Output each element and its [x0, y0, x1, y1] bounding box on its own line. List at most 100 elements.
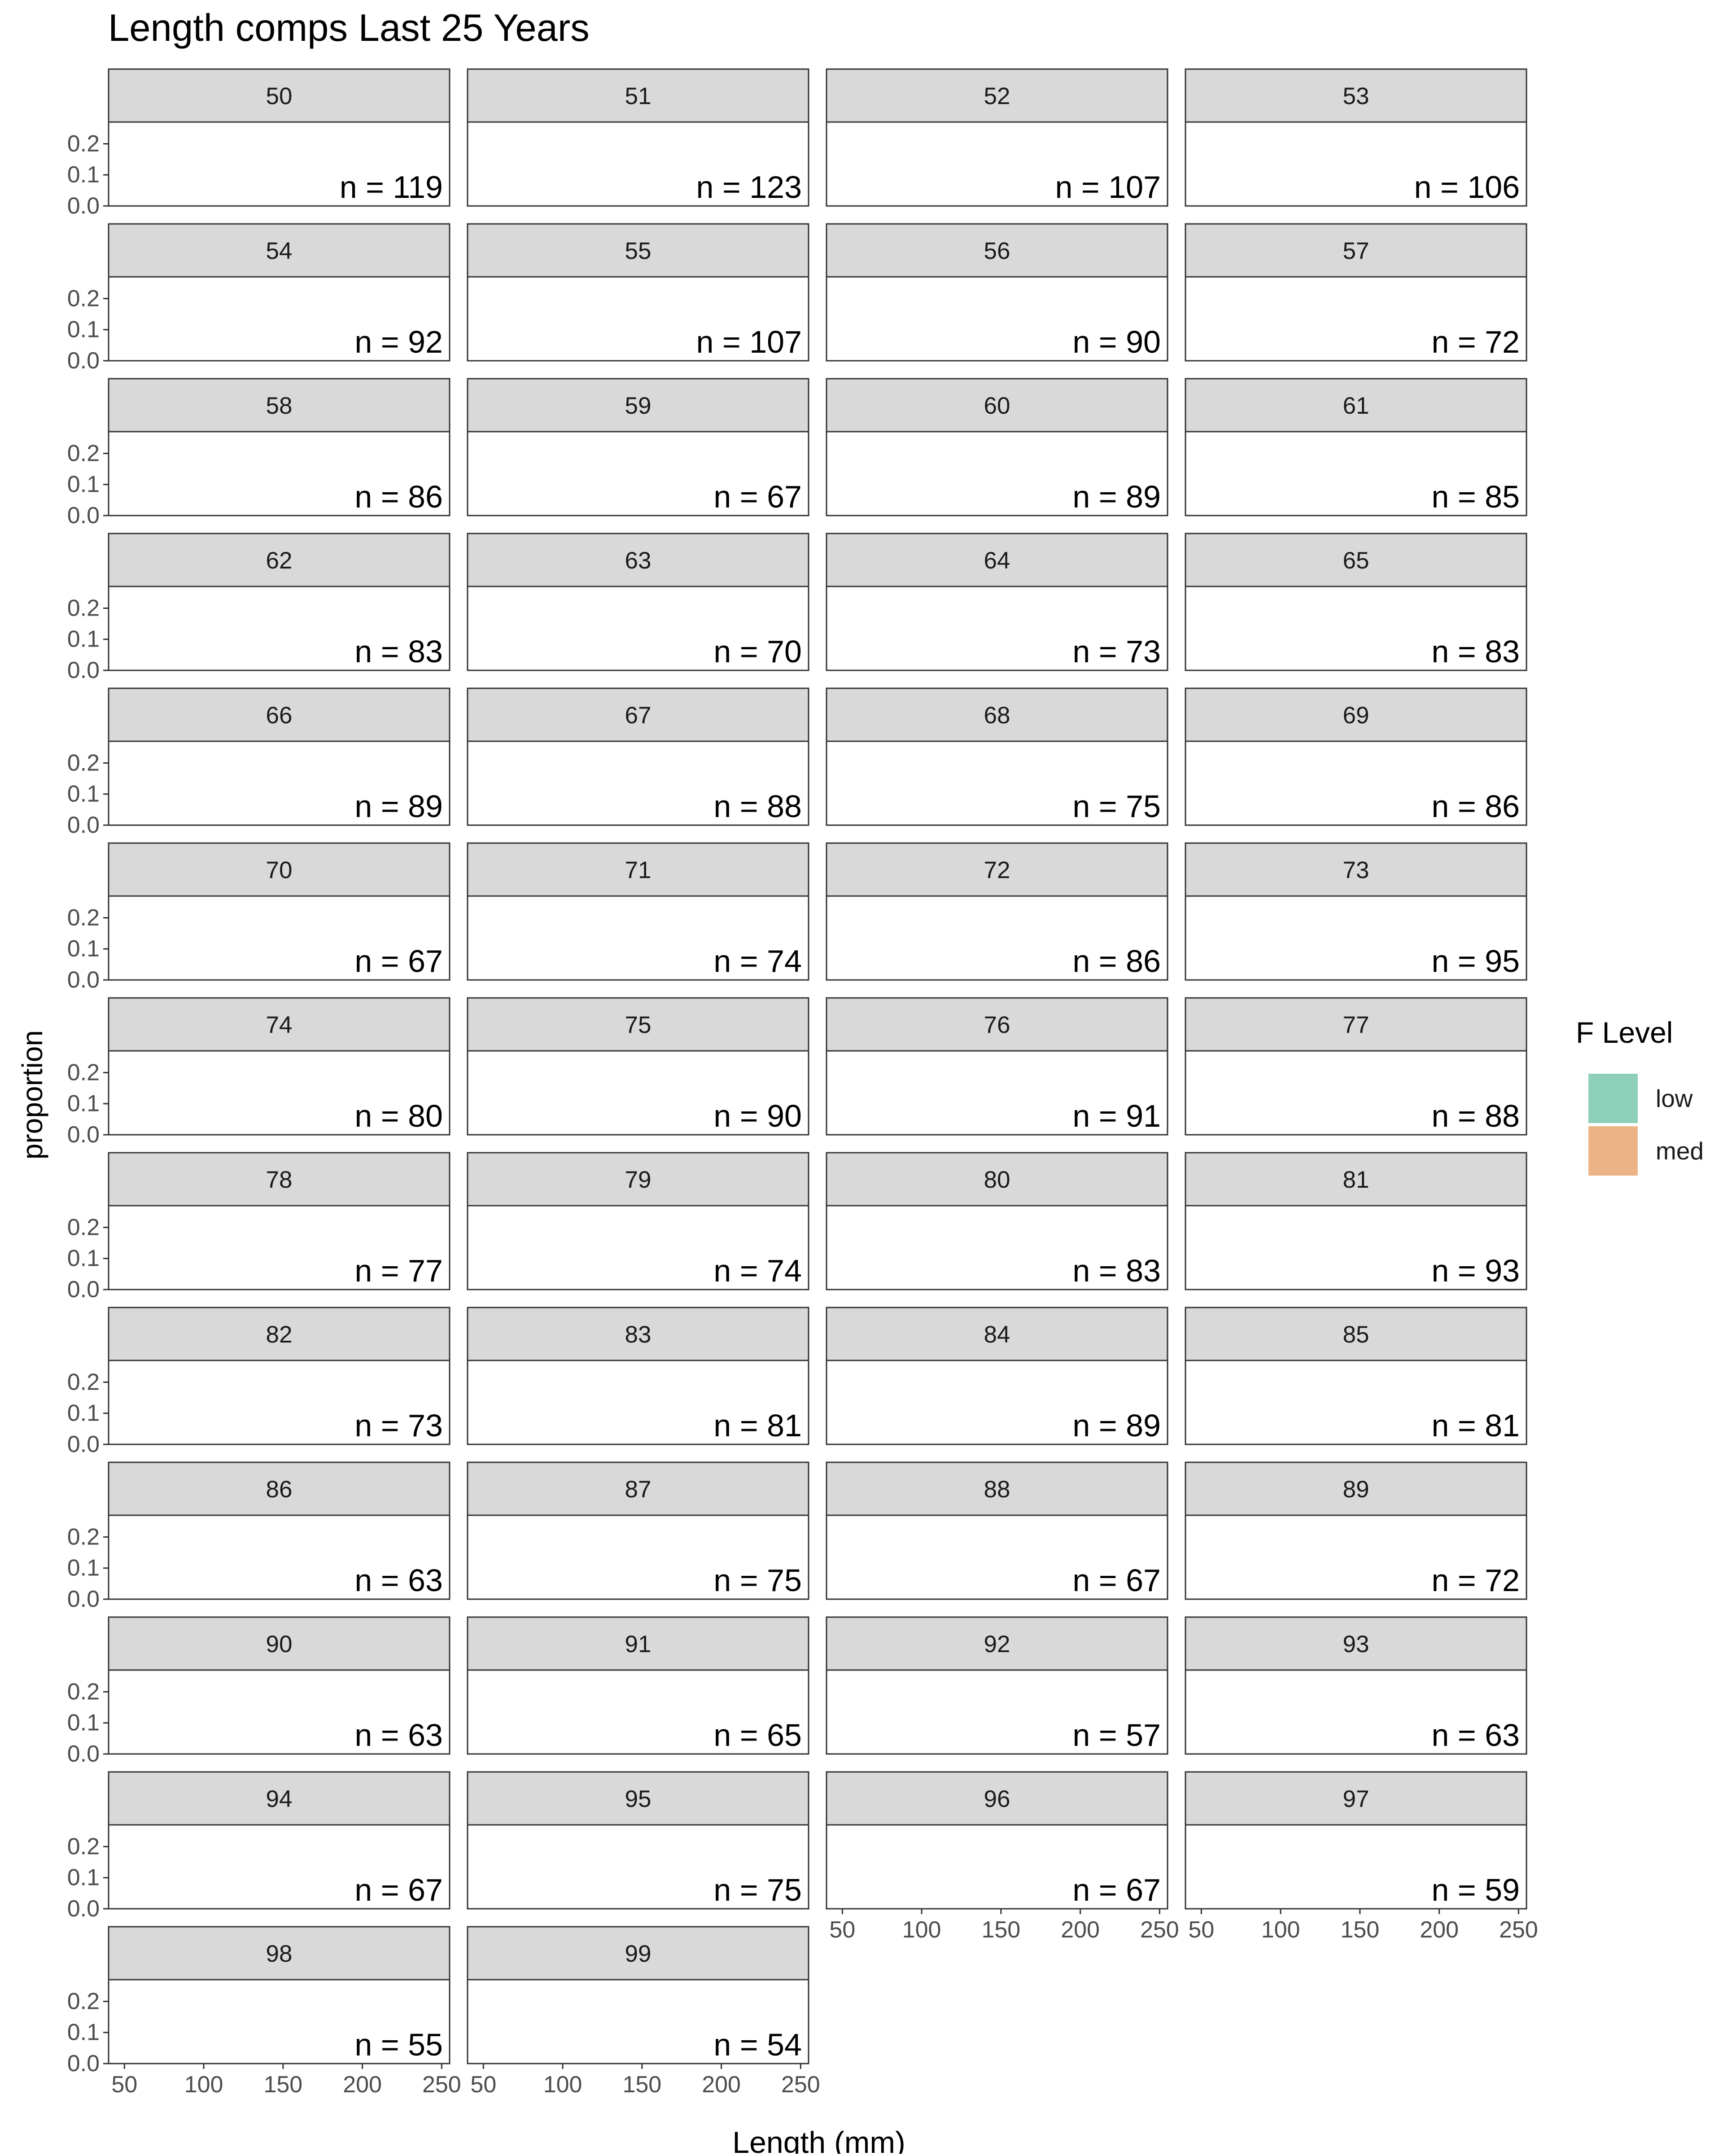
- x-tick-label: 250: [1140, 1917, 1179, 1943]
- facet-strip-label: 77: [1343, 1012, 1369, 1038]
- facet-plot-area: [467, 1824, 809, 1910]
- facet-strip-label: 73: [1343, 857, 1369, 883]
- facet-plot-area: [826, 1669, 1168, 1755]
- x-tick-label: 100: [1261, 1917, 1300, 1943]
- facet-panel: 53 n = 106: [1185, 68, 1527, 207]
- y-axis-title: proportion: [16, 1030, 48, 1159]
- facet-n-label: n = 83: [1072, 1253, 1161, 1288]
- y-tick-label: 0.0: [67, 1896, 100, 1922]
- y-tick-label: 0.1: [67, 1246, 100, 1272]
- facet-n-label: n = 67: [354, 1872, 443, 1907]
- facet-plot-area: [108, 1205, 450, 1290]
- y-tick-label: 0.1: [67, 936, 100, 962]
- facet-plot-area: [826, 1205, 1168, 1290]
- facet-plot-area: [108, 740, 450, 826]
- y-tick-label: 0.0: [67, 1431, 100, 1457]
- facet-n-label: n = 74: [713, 1253, 802, 1288]
- facet-plot-area: [1185, 121, 1527, 207]
- facet-strip: [467, 687, 809, 742]
- facet-strip-label: 87: [625, 1476, 652, 1503]
- facet-plot-area: [1185, 1205, 1527, 1290]
- y-tick-label: 0.2: [67, 1679, 100, 1705]
- facet-plot-area: [467, 431, 809, 516]
- facet-plot-area: [826, 431, 1168, 516]
- legend-key-swatch: [1588, 1074, 1638, 1123]
- facet-panel: 55 n = 107: [467, 223, 809, 362]
- facet-strip: [108, 223, 450, 278]
- facet-strip: [1185, 1771, 1527, 1826]
- facet-strip-label: 79: [625, 1167, 652, 1193]
- y-tick-label: 0.2: [67, 905, 100, 931]
- facet-n-label: n = 86: [1072, 944, 1161, 979]
- facet-n-label: n = 123: [696, 170, 802, 205]
- y-tick-label: 0.0: [67, 1122, 100, 1148]
- y-tick-label: 0.0: [67, 503, 100, 529]
- y-tick-label: 0.0: [67, 657, 100, 683]
- facet-strip-label: 59: [625, 393, 652, 419]
- facet-panel: 80 n = 83: [826, 1152, 1168, 1290]
- facet-plot-area: [108, 276, 450, 362]
- facet-strip-label: 93: [1343, 1631, 1369, 1657]
- facet-panel: 52 n = 107: [826, 68, 1168, 207]
- facet-panels: 50 n = 119 0.0 0.1 0.2 51 n = 123 52 n = 107 53 n …: [67, 68, 1538, 2098]
- y-tick-label: 0.2: [67, 1988, 100, 2014]
- facet-strip: [826, 533, 1168, 587]
- facet-strip-label: 55: [625, 238, 652, 264]
- x-tick-label: 50: [829, 1917, 855, 1943]
- facet-plot-area: [826, 1360, 1168, 1445]
- facet-plot-area: [467, 895, 809, 981]
- facet-strip: [108, 1307, 450, 1361]
- facet-plot-area: [467, 121, 809, 207]
- x-tick-label: 250: [781, 2072, 820, 2098]
- facet-n-label: n = 70: [713, 634, 802, 669]
- facet-strip: [108, 1152, 450, 1207]
- facet-n-label: n = 75: [713, 1872, 802, 1907]
- facet-strip-label: 91: [625, 1631, 652, 1657]
- x-tick-label: 250: [422, 2072, 461, 2098]
- y-tick-label: 0.2: [67, 131, 100, 157]
- facet-strip-label: 96: [984, 1786, 1010, 1812]
- facet-strip: [1185, 68, 1527, 123]
- facet-strip: [1185, 997, 1527, 1052]
- legend: F Level low med: [1576, 1016, 1704, 1176]
- facet-n-label: n = 107: [1055, 170, 1161, 205]
- facet-plot-area: [826, 586, 1168, 671]
- facet-strip-label: 75: [625, 1012, 652, 1038]
- facet-plot-area: [108, 121, 450, 207]
- facet-n-label: n = 81: [1431, 1408, 1520, 1443]
- facet-plot-area: [108, 1360, 450, 1445]
- facet-plot-area: [1185, 1669, 1527, 1755]
- x-tick-label: 200: [702, 2072, 741, 2098]
- facet-strip-label: 98: [266, 1941, 293, 1967]
- y-tick-label: 0.1: [67, 162, 100, 188]
- facet-panel: 64 n = 73: [826, 533, 1168, 671]
- facet-strip-label: 64: [984, 547, 1010, 574]
- facet-n-label: n = 83: [1431, 634, 1520, 669]
- facet-strip-label: 74: [266, 1012, 293, 1038]
- facet-strip: [826, 842, 1168, 897]
- facet-strip: [467, 1616, 809, 1671]
- facet-strip: [826, 687, 1168, 742]
- facet-n-label: n = 55: [354, 2027, 443, 2062]
- facet-panel: 79 n = 74: [467, 1152, 809, 1290]
- facet-panel: 94 n = 67 0.0 0.1 0.2: [67, 1771, 450, 1922]
- y-tick-label: 0.0: [67, 967, 100, 993]
- facet-n-label: n = 54: [713, 2027, 802, 2062]
- facet-strip: [826, 1771, 1168, 1826]
- facet-plot-area: [467, 1514, 809, 1600]
- legend-key-swatch: [1588, 1126, 1638, 1176]
- facet-n-label: n = 65: [713, 1718, 802, 1753]
- facet-strip-label: 65: [1343, 547, 1369, 574]
- facet-plot-area: [108, 1669, 450, 1755]
- facet-n-label: n = 119: [340, 170, 443, 205]
- y-tick-label: 0.1: [67, 1400, 100, 1426]
- facet-strip: [1185, 1461, 1527, 1516]
- facet-n-label: n = 83: [354, 634, 443, 669]
- facet-strip-label: 80: [984, 1167, 1010, 1193]
- facet-panel: 98 n = 55 0.0 0.1 0.2 50 100 150 200 250: [67, 1926, 461, 2098]
- facet-panel: 99 n = 54 50 100 150 200 250: [467, 1926, 820, 2098]
- facet-panel: 88 n = 67: [826, 1461, 1168, 1600]
- facet-strip-label: 51: [625, 83, 652, 109]
- facet-n-label: n = 89: [1072, 479, 1161, 514]
- x-tick-label: 150: [1340, 1917, 1379, 1943]
